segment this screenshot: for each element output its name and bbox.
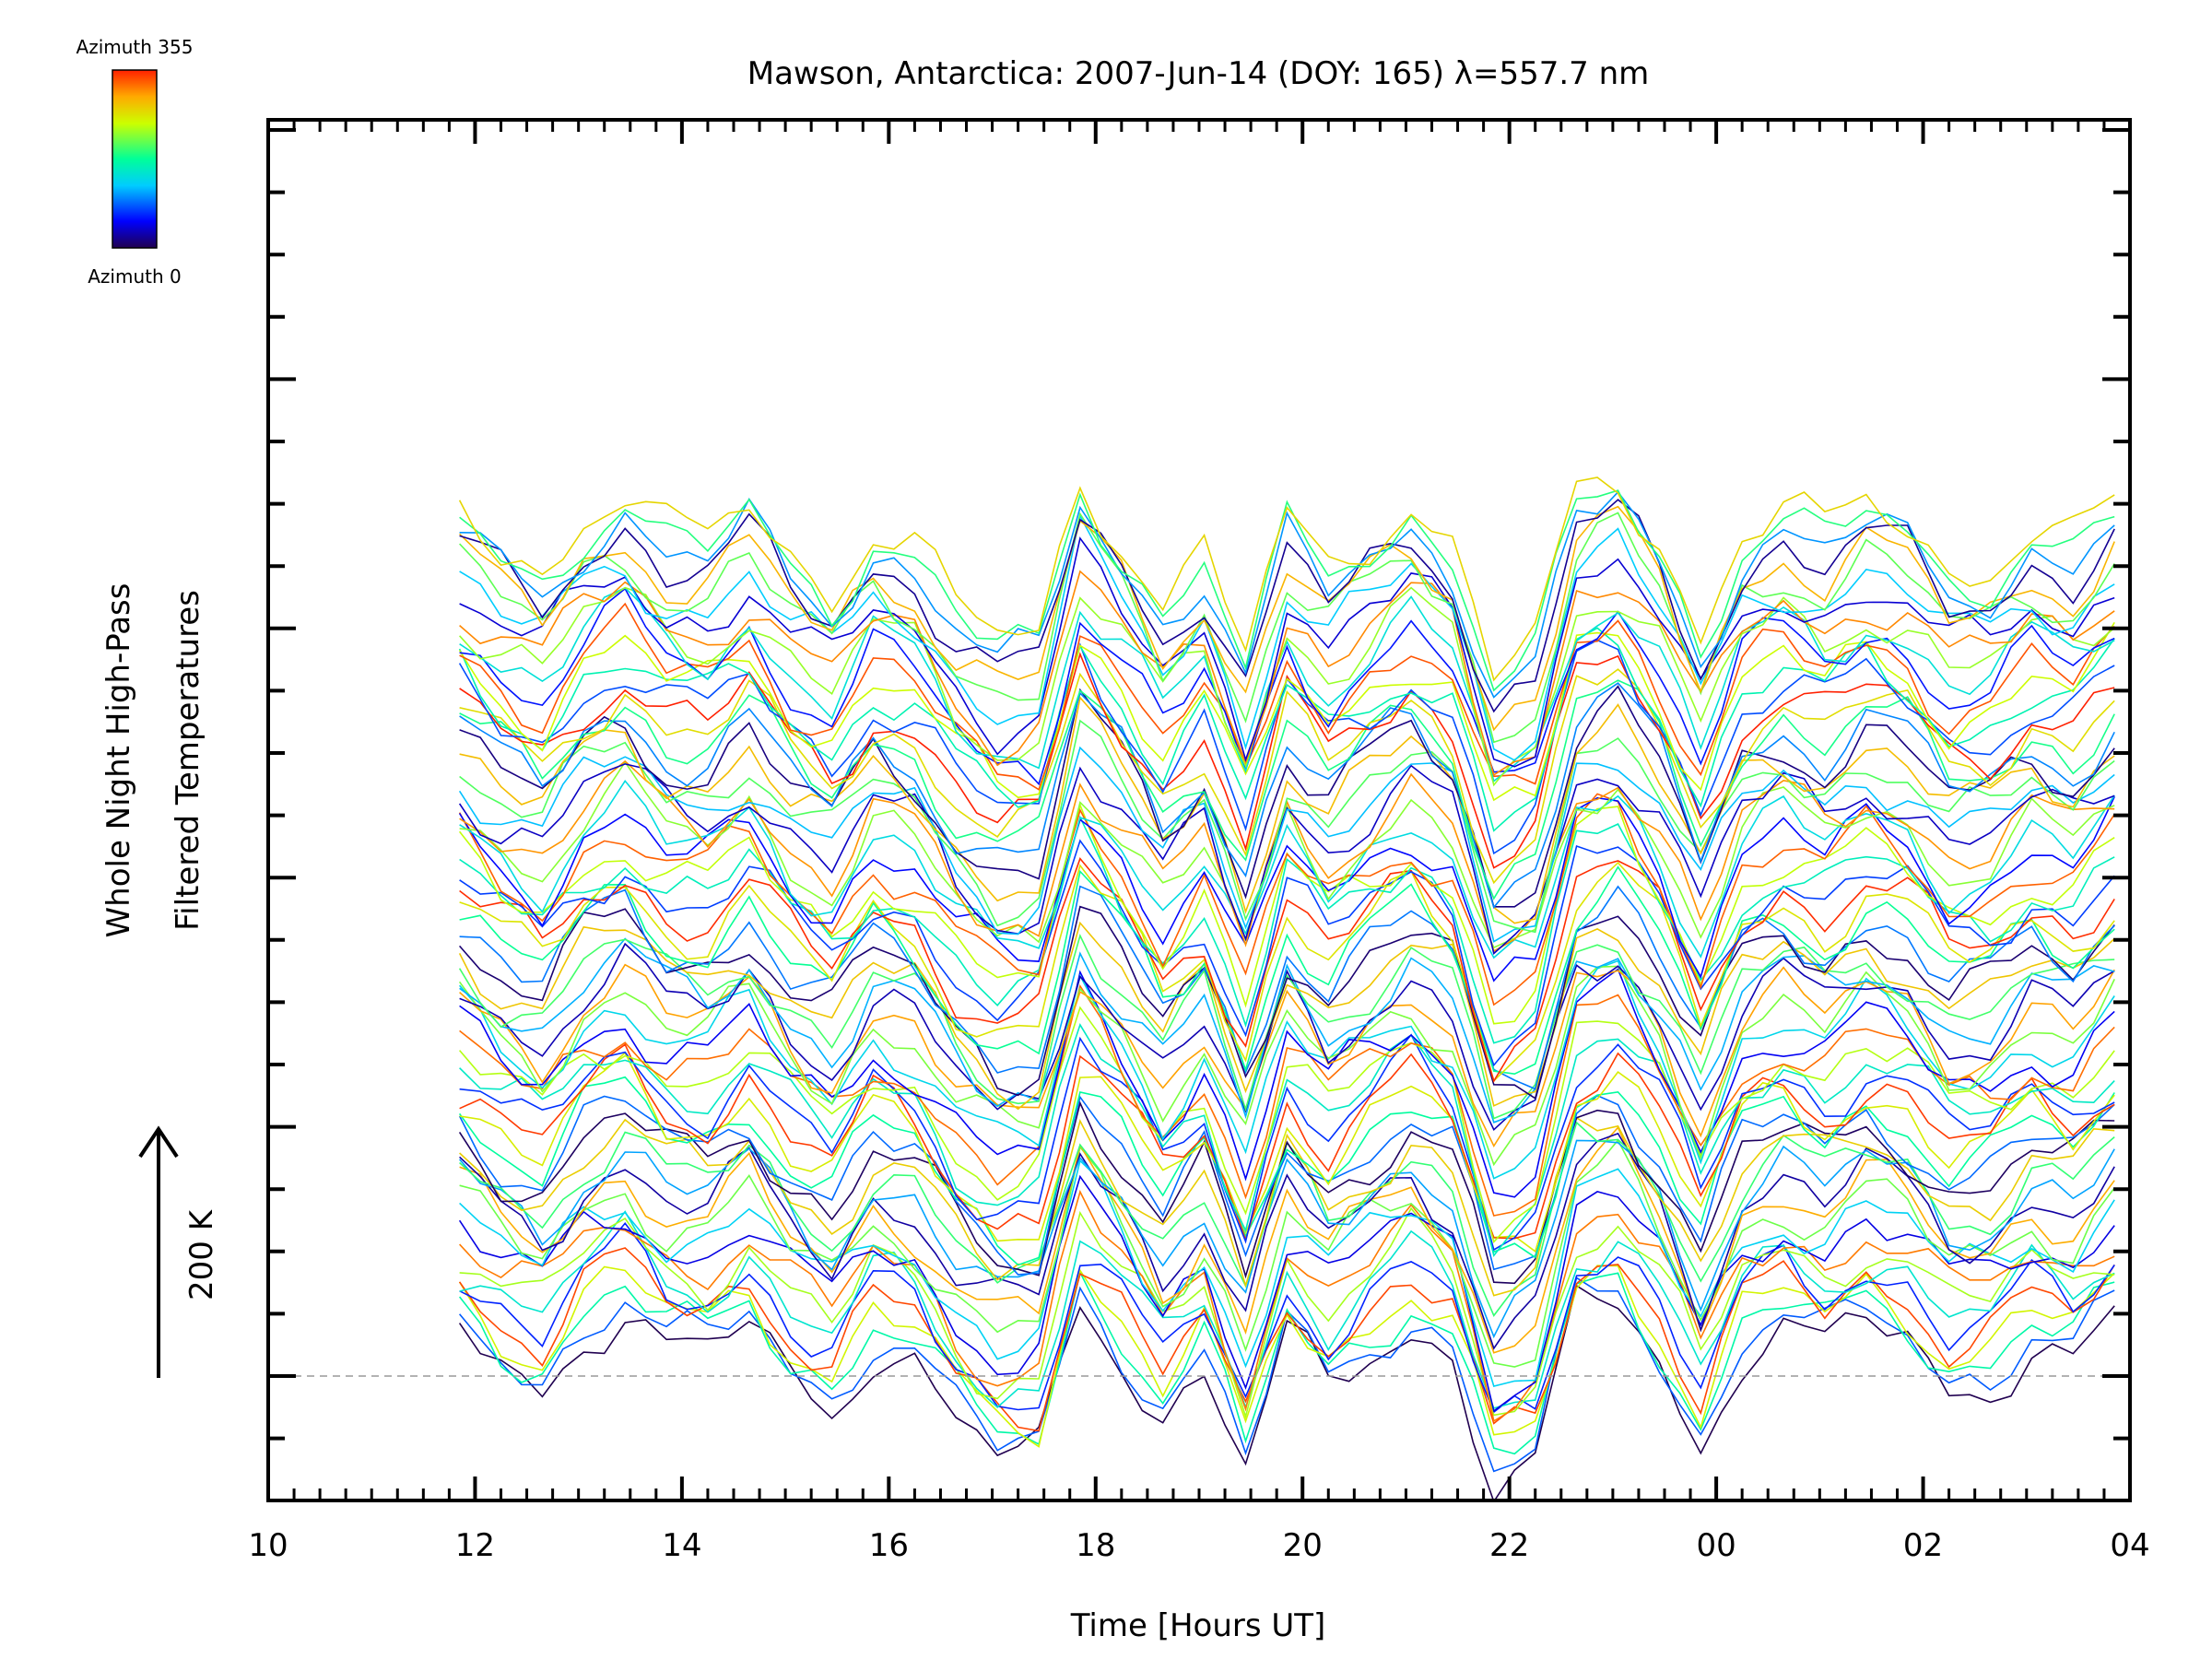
scale-arrow-head [138,1125,179,1159]
series-line-azimuth-115 [459,1023,2115,1257]
x-tick-label-04: 04 [2110,1527,2149,1564]
series-line-azimuth-55 [459,1138,2115,1368]
series-line-azimuth-105 [459,1043,2115,1242]
y-axis-label: Whole Night High-Pass Filtered Temperatu… [100,583,206,938]
series-line-azimuth-290 [458,621,2115,802]
series-line-azimuth-210 [458,793,2115,1006]
y-axis-label-line-2: Filtered Temperatures [170,590,206,931]
x-tick-label-00: 00 [1696,1527,1735,1564]
series-line-azimuth-345 [459,490,2115,699]
colorbar-bottom-label: Azimuth 0 [88,265,182,288]
series-line-azimuth-350 [459,489,2115,692]
series-line-azimuth-215 [458,796,2115,982]
plot-frame [266,118,2132,1502]
x-tick-label-20: 20 [1283,1527,1323,1564]
series-line-azimuth-240 [458,746,2115,943]
series-line-azimuth-10 [458,1270,2115,1455]
x-tick-label-12: 12 [455,1527,495,1564]
scale-indicator: 200 K [138,1125,220,1378]
x-tick-label-10: 10 [248,1527,288,1564]
series-line-azimuth-100 [459,1052,2115,1253]
series-line-azimuth-60 [459,1125,2115,1354]
series-line-azimuth-110 [459,1033,2115,1252]
series-line-azimuth-180 [459,865,2115,1076]
series-line-azimuth-225 [459,760,2115,949]
series-line-azimuth-245 [459,719,2115,934]
series-line-azimuth-340 [459,499,2115,713]
series-line-azimuth-140 [458,965,2115,1167]
series-line-azimuth-145 [459,963,2115,1148]
series-line-azimuth-265 [459,679,2115,900]
series-line-azimuth-195 [459,839,2115,1067]
series-line-azimuth-260 [459,682,2115,910]
series-line-azimuth-250 [459,696,2115,924]
series-line-azimuth-25 [459,1222,2115,1414]
series-line-azimuth-270 [459,668,2115,885]
series-line-azimuth-0 [458,1284,2115,1500]
series-line-azimuth-95 [458,1076,2115,1266]
series-line-azimuth-85 [458,1100,2115,1285]
series-line-azimuth-125 [459,983,2115,1217]
series-line-azimuth-30 [459,1210,2115,1410]
series-line-azimuth-120 [458,1006,2115,1243]
series-line-azimuth-185 [459,861,2115,1083]
series-line-azimuth-310 [459,586,2115,787]
series-line-azimuth-165 [458,921,2115,1111]
chart-title: Mawson, Antarctica: 2007-Jun-14 (DOY: 16… [747,55,1650,92]
series-line-azimuth-300 [459,587,2115,786]
series-line-azimuth-230 [459,759,2115,953]
series-line-azimuth-320 [459,536,2115,768]
series-line-azimuth-190 [459,857,2115,1083]
series-line-azimuth-235 [458,763,2115,955]
scale-indicator-label: 200 K [183,1208,220,1300]
axes: 10 12 14 16 18 20 22 00 02 04 [248,118,2150,1564]
series-line-azimuth-50 [459,1159,2115,1387]
colorbar-gradient [112,69,158,249]
series-line-azimuth-330 [459,512,2115,744]
series-line-azimuth-135 [458,959,2115,1180]
series-line-azimuth-275 [459,652,2115,869]
series-line-azimuth-130 [459,968,2115,1198]
series-line-azimuth-155 [459,937,2115,1124]
colorbar: Azimuth 355 Azimuth 0 [76,36,194,288]
x-tick-label-18: 18 [1076,1527,1115,1564]
series-line-azimuth-40 [459,1189,2115,1423]
x-tick-label-14: 14 [662,1527,701,1564]
series-line-azimuth-45 [458,1174,2115,1413]
series-line-azimuth-200 [459,815,2115,1044]
series-line-azimuth-80 [459,1116,2115,1297]
series-line-azimuth-355 [458,477,2115,682]
series-line-azimuth-70 [458,1139,2115,1339]
series-line-azimuth-90 [458,1094,2115,1276]
x-tick-label-02: 02 [1903,1527,1943,1564]
x-tick-label-16: 16 [869,1527,909,1564]
colorbar-top-label: Azimuth 355 [76,36,194,58]
series-line-azimuth-5 [458,1277,2115,1473]
series-line-azimuth-15 [458,1265,2115,1448]
x-tick-label-22: 22 [1489,1527,1529,1564]
series-line-azimuth-160 [458,933,2115,1120]
series-line-azimuth-255 [459,685,2115,908]
y-axis-label-line-1: Whole Night High-Pass [100,583,137,938]
series-lines [458,477,2115,1500]
series-line-azimuth-150 [459,942,2115,1132]
x-axis-label: Time [Hours UT] [1070,1607,1326,1644]
series-line-azimuth-315 [459,570,2115,777]
series-line-azimuth-295 [459,602,2115,791]
series-line-azimuth-335 [459,505,2115,732]
series-line-azimuth-325 [459,513,2115,761]
series-line-azimuth-220 [459,779,2115,959]
